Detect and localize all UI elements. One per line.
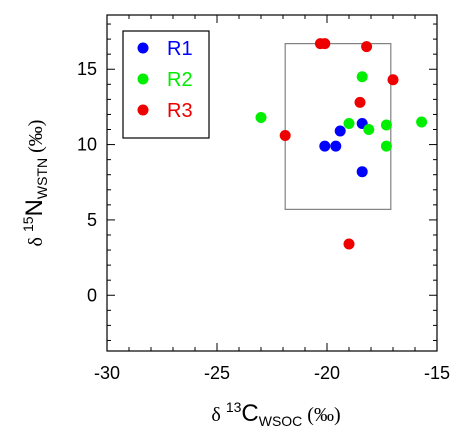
data-point-r2 [343, 117, 355, 129]
data-point-r3 [354, 96, 366, 108]
x-axis-title-prefix: δ [211, 404, 225, 426]
legend-marker-r1 [137, 42, 149, 54]
data-point-r1 [319, 140, 331, 152]
data-point-r2 [416, 116, 428, 128]
x-axis-title-suffix: (‰) [302, 404, 340, 426]
y-tick-label: 10 [77, 135, 97, 155]
data-point-r3 [387, 74, 399, 86]
legend-marker-r2 [137, 73, 149, 85]
y-axis-title-superscript: 15 [20, 216, 36, 232]
data-point-r1 [334, 125, 346, 137]
x-tick-label: -25 [204, 363, 230, 383]
y-axis-title-suffix: (‰) [25, 120, 47, 158]
data-point-r3 [343, 238, 355, 250]
plot-frame [106, 14, 438, 352]
x-axis-title-main: C [241, 400, 258, 427]
data-point-r2 [363, 124, 375, 136]
data-point-r1 [356, 166, 368, 178]
x-tick-label: -15 [424, 363, 450, 383]
data-point-r3 [319, 38, 331, 50]
x-tick-label: -20 [314, 363, 340, 383]
data-point-r2 [356, 71, 368, 83]
y-axis-title: δ 15NWSTN (‰) [20, 120, 50, 247]
data-point-r2 [380, 140, 392, 152]
x-axis-title-superscript: 13 [226, 399, 242, 415]
data-point-r3 [279, 130, 291, 142]
y-tick-label: 5 [87, 210, 97, 230]
legend-label-r1: R1 [167, 38, 193, 60]
x-tick-label: -30 [94, 363, 120, 383]
legend-label-r2: R2 [167, 69, 193, 91]
y-tick-label: 0 [87, 285, 97, 305]
x-axis-title-subscript: WSOC [259, 413, 303, 429]
data-point-r2 [255, 111, 267, 123]
y-axis-title-prefix: δ [25, 232, 47, 246]
tick-labels: -30 -25 -20 -15 0 5 10 15 [77, 59, 450, 383]
axis-ticks [106, 15, 438, 351]
legend-box [122, 30, 210, 139]
data-point-r2 [380, 119, 392, 131]
data-points [255, 38, 428, 250]
plot-area: -30 -25 -20 -15 0 5 10 15 R1 R2 R3 [77, 14, 450, 383]
data-point-r3 [361, 41, 373, 53]
y-axis-title-subscript: WSTN [34, 158, 50, 199]
legend-marker-r3 [137, 104, 149, 116]
x-axis-title: δ 13CWSOC (‰) [211, 399, 340, 429]
y-tick-label: 15 [77, 59, 97, 79]
legend: R1 R2 R3 [122, 30, 210, 139]
legend-label-r3: R3 [167, 100, 193, 122]
y-axis-title-main: N [21, 199, 48, 216]
data-point-r1 [330, 140, 342, 152]
